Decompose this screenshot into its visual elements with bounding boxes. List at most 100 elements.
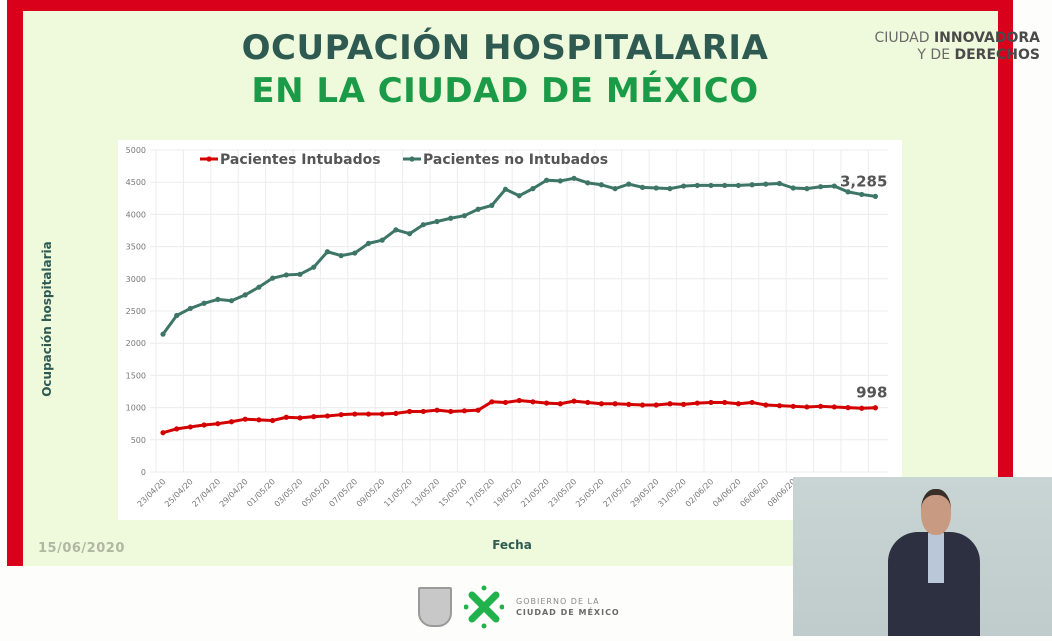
x-tick-label: 07/05/20	[327, 477, 359, 509]
cdmx-logo-icon	[464, 585, 504, 629]
data-point	[872, 405, 879, 411]
data-point	[407, 231, 413, 237]
data-point	[448, 215, 454, 221]
data-point	[681, 183, 687, 189]
data-point	[393, 410, 399, 416]
data-point	[297, 415, 303, 421]
chart: 0 500 1000 1500 2000 2500 3000 3500 4000 4500 5000…	[118, 140, 902, 520]
slide-title-line1: OCUPACIÓN HOSPITALARIA	[241, 28, 769, 68]
brand-slogan: CIUDAD INNOVADORA Y DE DERECHOS	[856, 30, 1040, 64]
data-point	[557, 178, 563, 184]
x-tick-label: 27/05/20	[601, 477, 633, 509]
data-point	[434, 218, 440, 225]
x-tick-label: 23/05/20	[547, 477, 579, 509]
chart-svg: 0 500 1000 1500 2000 2500 3000 3500 4000 4500 5000…	[126, 146, 888, 509]
data-point	[639, 184, 646, 190]
data-point	[790, 403, 796, 409]
data-point	[626, 401, 632, 407]
interpreter-head	[921, 489, 951, 535]
data-point	[187, 305, 193, 312]
x-tick-label: 23/04/20	[136, 477, 168, 509]
data-point	[379, 237, 385, 243]
data-point	[270, 275, 276, 281]
data-point	[749, 399, 755, 406]
data-point	[434, 407, 440, 413]
data-point	[530, 186, 536, 192]
data-point	[215, 296, 221, 303]
data-point	[708, 182, 714, 189]
data-point	[502, 399, 509, 406]
data-point	[859, 405, 865, 411]
x-tick-label: 02/06/20	[684, 477, 716, 509]
data-point	[653, 402, 659, 408]
data-point	[338, 412, 344, 418]
brand-text-bold: INNOVADORA	[933, 30, 1040, 46]
data-point	[598, 401, 604, 407]
x-tick-label: 03/05/20	[273, 477, 305, 509]
sign-language-interpreter-video	[793, 477, 1052, 636]
y-tick-label: 1500	[126, 371, 146, 380]
data-point	[667, 186, 673, 192]
data-point	[804, 404, 810, 410]
data-point	[228, 298, 235, 304]
y-tick-label: 5000	[126, 146, 146, 155]
legend-marker	[409, 156, 415, 162]
data-point	[749, 182, 755, 188]
data-point	[311, 264, 317, 270]
data-point	[804, 186, 810, 192]
x-tick-label: 11/05/20	[382, 477, 414, 509]
data-point	[475, 206, 481, 212]
x-tick-label: 09/05/20	[355, 477, 387, 509]
interpreter-shirt	[928, 533, 944, 583]
data-point	[681, 401, 687, 407]
data-point	[763, 402, 769, 408]
slide-title-line2: EN LA CIUDAD DE MÉXICO	[251, 71, 759, 111]
brand-text-bold: DERECHOS	[954, 47, 1040, 63]
data-point	[735, 182, 742, 189]
data-point	[571, 398, 577, 404]
data-point	[174, 426, 180, 432]
data-point	[242, 416, 248, 422]
x-tick-label: 19/05/20	[492, 477, 524, 509]
x-tick-label: 17/05/20	[464, 477, 496, 509]
data-point	[639, 402, 646, 408]
x-tick-label: 06/06/20	[738, 477, 770, 509]
data-point	[735, 401, 742, 407]
x-tick-label: 05/05/20	[300, 477, 332, 509]
y-tick-label: 3000	[126, 275, 146, 284]
data-point	[612, 186, 618, 192]
data-point	[708, 399, 714, 406]
y-tick-label: 0	[141, 468, 146, 477]
y-tick-label: 3500	[126, 243, 146, 252]
data-point	[365, 240, 372, 246]
data-point	[722, 182, 728, 189]
x-tick-label: 29/05/20	[629, 477, 661, 509]
data-point	[324, 413, 330, 419]
data-point	[365, 411, 372, 417]
y-tick-label: 4000	[126, 210, 146, 219]
data-point	[489, 399, 495, 405]
data-point	[667, 401, 673, 407]
y-tick-label: 4500	[126, 178, 146, 187]
y-tick-label: 2000	[126, 339, 146, 348]
data-point	[256, 284, 262, 290]
y-tick-label: 2500	[126, 307, 146, 316]
government-name-line1: GOBIERNO DE LA	[516, 597, 600, 606]
footer-logos: GOBIERNO DE LA CIUDAD DE MÉXICO	[418, 585, 620, 629]
data-point	[420, 222, 426, 228]
data-point	[228, 419, 235, 425]
data-point	[516, 193, 522, 199]
end-data-label: 998	[856, 384, 887, 402]
data-point	[201, 300, 207, 306]
data-point	[311, 414, 317, 420]
x-tick-label: 13/05/20	[410, 477, 442, 509]
government-name-line2: CIUDAD DE MÉXICO	[516, 608, 620, 617]
x-tick-label: 25/04/20	[163, 477, 195, 509]
data-point	[544, 177, 550, 183]
data-point	[448, 408, 454, 415]
legend-label: Pacientes no Intubados	[423, 152, 608, 168]
data-point	[242, 292, 248, 298]
data-point	[544, 400, 550, 406]
data-point	[352, 411, 358, 417]
y-tick-label: 500	[131, 436, 146, 445]
